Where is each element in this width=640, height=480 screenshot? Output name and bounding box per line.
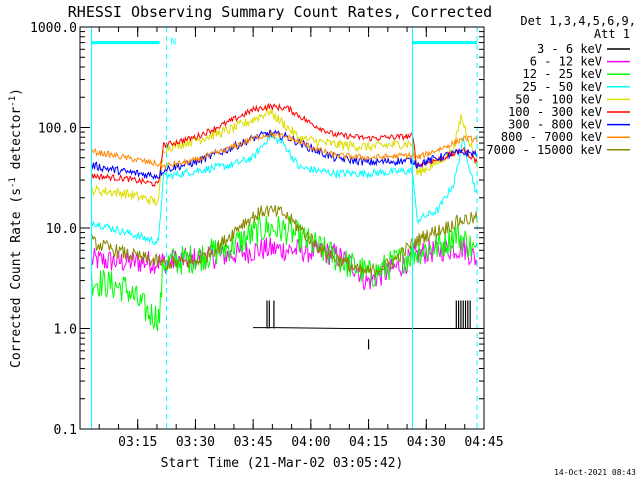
legend-header-line-2: Att 1	[594, 27, 630, 41]
legend-label: 12 - 25 keV	[523, 67, 602, 81]
legend-label: 100 - 300 keV	[508, 105, 602, 119]
x-tick-label: 04:45	[464, 435, 503, 450]
legend-label: 50 - 100 keV	[515, 92, 602, 106]
x-tick-label: 03:45	[234, 435, 273, 450]
legend-label: 6 - 12 keV	[530, 55, 602, 69]
x-tick-label: 04:15	[349, 435, 388, 450]
y-axis: 1000.0 100.0 10.0 1.0 0.1	[30, 21, 484, 438]
x-axis-label: Start Time (21-Mar-02 03:05:42)	[161, 456, 404, 471]
legend-label: 800 - 7000 keV	[501, 130, 602, 144]
y-axis-label: Corrected Count Rate (s-1 detector-1)	[8, 88, 24, 368]
plot-area: N	[79, 26, 485, 430]
x-tick-label: 03:30	[176, 435, 215, 450]
legend-header-line-1: Det 1,3,4,5,6,9,	[520, 14, 636, 28]
series-800-7000-kev	[91, 130, 478, 171]
footer-date: 14-Oct-2021 08:43	[554, 468, 636, 477]
series-3-6-kev	[253, 300, 475, 350]
legend-label: 7000 - 15000 keV	[486, 143, 602, 157]
y-tick-label: 1000.0	[30, 21, 77, 36]
x-axis: 03:15 03:30 03:45 04:00 04:15 04:30 04:45	[98, 27, 504, 450]
x-tick-label: 04:30	[407, 435, 446, 450]
legend-label: 25 - 50 keV	[523, 80, 602, 94]
night-flag-label: N	[171, 38, 176, 48]
chart-title: RHESSI Observing Summary Count Rates, Co…	[68, 3, 492, 21]
y-tick-label: 0.1	[54, 423, 77, 438]
y-tick-label: 100.0	[38, 122, 77, 137]
y-tick-label: 10.0	[46, 222, 77, 237]
series-layer	[91, 102, 478, 350]
x-tick-label: 03:15	[118, 435, 157, 450]
legend-label: 3 - 6 keV	[537, 42, 602, 56]
series-line	[253, 327, 475, 329]
series-line	[91, 130, 478, 171]
legend-label: 300 - 800 keV	[508, 118, 602, 132]
x-tick-label: 04:00	[291, 435, 330, 450]
y-tick-label: 1.0	[54, 323, 77, 338]
